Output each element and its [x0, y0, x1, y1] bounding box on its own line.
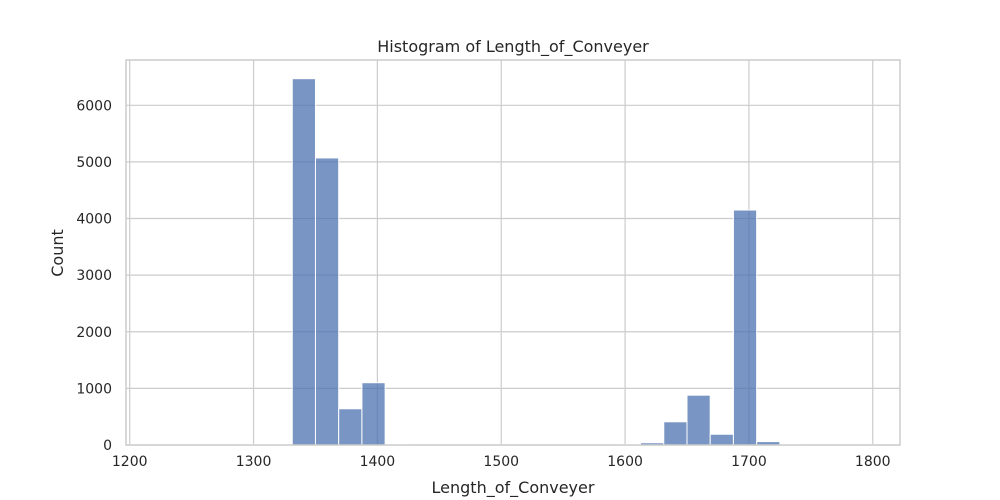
y-tick-label: 5000: [76, 155, 112, 171]
y-tick-label: 6000: [76, 98, 112, 114]
x-tick-label: 1200: [112, 454, 148, 470]
y-tick-label: 2000: [76, 325, 112, 341]
x-tick-label: 1700: [731, 454, 767, 470]
x-tick-label: 1600: [607, 454, 643, 470]
y-axis-label: Count: [48, 229, 67, 277]
histogram-bar: [314, 157, 340, 446]
x-tick-label: 1300: [236, 454, 272, 470]
x-axis-label: Length_of_Conveyer: [432, 478, 595, 498]
histogram-bar: [291, 78, 316, 446]
histogram-bar: [709, 433, 734, 446]
grid: [126, 60, 900, 446]
y-tick-label: 1000: [76, 381, 112, 397]
y-tick-label: 3000: [76, 268, 112, 284]
histogram-bar: [663, 421, 688, 446]
histogram-bar: [361, 382, 386, 446]
y-tick-labels: 0 1000 2000 3000 4000 5000 6000: [76, 98, 112, 454]
x-tick-label: 1400: [360, 454, 396, 470]
x-tick-labels: 1200 1300 1400 1500 1600 1700 1800: [112, 454, 891, 470]
chart-title: Histogram of Length_of_Conveyer: [377, 37, 649, 57]
x-tick-label: 1800: [855, 454, 891, 470]
plot-frame: [125, 59, 901, 446]
x-tick-label: 1500: [483, 454, 519, 470]
histogram-bar: [338, 408, 363, 446]
histogram-bar: [732, 209, 758, 446]
y-tick-label: 0: [103, 438, 112, 454]
y-tick-label: 4000: [76, 212, 112, 228]
histogram-bar: [686, 394, 711, 446]
